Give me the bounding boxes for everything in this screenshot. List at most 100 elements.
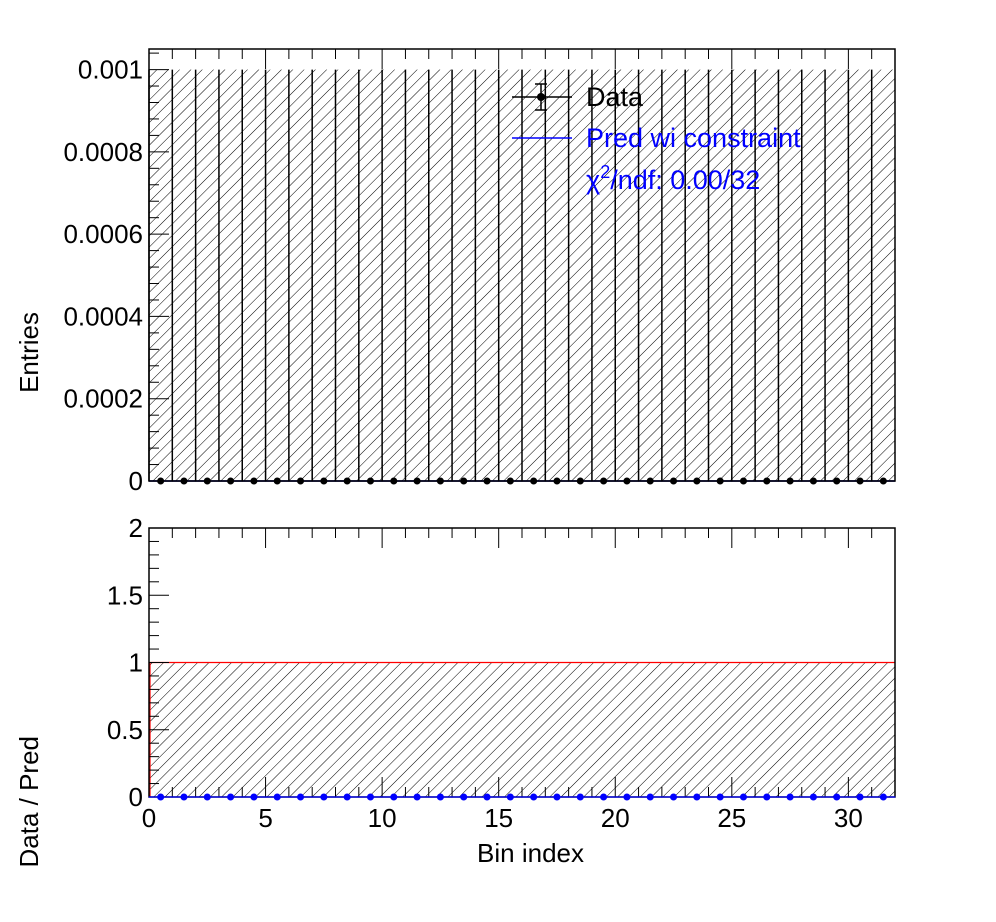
prediction-band-bin [312,69,336,482]
ratio-point [366,793,374,801]
top-tick-labels: 0 0.0002 0.0004 0.0006 0.0008 0.001 [63,55,143,496]
top-axis-ticks [148,49,896,482]
ratio-point [157,793,165,801]
data-point [227,477,235,485]
ratio-point [716,793,724,801]
data-point [460,477,468,485]
chi2-superscript: 2 [600,162,610,182]
ratio-point [250,793,258,801]
ratio-point [390,793,398,801]
prediction-band-bin [149,69,173,482]
x-tick-label: 15 [484,803,513,833]
ratio-point [809,793,817,801]
prediction-band-bin [475,69,499,482]
prediction-band-bin [871,69,895,482]
bottom-y-axis-title: Data / Pred [14,736,44,868]
data-point [670,477,678,485]
prediction-band-bin [405,69,429,482]
ratio-point [646,793,654,801]
x-tick-label: 25 [717,803,746,833]
prediction-band-bin [242,69,266,482]
prediction-band-bin [848,69,872,482]
prediction-band-bin [452,69,476,482]
ratio-point [227,793,235,801]
ratio-point [343,793,351,801]
data-point [786,477,794,485]
x-tick-label: 10 [368,803,397,833]
prediction-band-bin [731,69,756,482]
data-point [856,477,864,485]
prediction-band-bin [755,69,779,482]
data-point [297,477,305,485]
data-point [180,477,188,485]
legend-chi2-text: χ2/ndf: 0.00/32 [586,162,760,195]
data-point [716,477,724,485]
prediction-band-bin [615,69,639,482]
data-points [148,477,896,485]
data-point [203,477,211,485]
ratio-uncertainty-band [149,662,895,797]
prediction-band-bin [568,69,592,482]
prediction-band-bin [172,69,196,482]
prediction-band-bin [708,69,732,482]
prediction-band-bin [591,69,616,482]
ratio-point [600,793,608,801]
top-y-tick-label: 0.0006 [63,219,143,249]
top-y-tick-label: 0.0004 [63,301,143,331]
prediction-band-bin [335,69,359,482]
prediction-band-bin [522,69,546,482]
data-point [693,477,701,485]
ratio-point [879,793,887,801]
prediction-band-bin [265,69,289,482]
top-y-tick-label: 0.0002 [63,384,143,414]
prediction-band-bin [545,69,569,482]
data-point [809,477,817,485]
data-point [530,477,538,485]
bottom-panel: 00.511.520 5 10 15 20 25 30 Data / Pred Bin in… [14,513,896,868]
top-y-tick-label: 0.0008 [63,137,143,167]
ratio-point [763,793,771,801]
prediction-band-bin [801,69,826,482]
prediction-band-bin [498,69,522,482]
bottom-y-tick-label: 0 [129,782,143,812]
ratio-point [297,793,305,801]
data-point [436,477,444,485]
x-tick-label: 20 [601,803,630,833]
ratio-point [576,793,584,801]
ratio-point [273,793,281,801]
prediction-band-bin [778,69,802,482]
ratio-point [203,793,211,801]
data-point [343,477,351,485]
top-y-tick-label: 0.001 [78,55,143,85]
data-point [273,477,281,485]
ratio-point [413,793,421,801]
ratio-point [483,793,491,801]
prediction-band-bin [661,69,686,482]
data-point [833,477,841,485]
bottom-y-tick-label: 1.5 [107,580,143,610]
ratio-point [460,793,468,801]
ratio-point [530,793,538,801]
prediction-band-bin [825,69,849,482]
bottom-y-tick-label: 1 [129,648,143,678]
legend-entry-data: Data [512,82,644,112]
data-point [390,477,398,485]
data-point [157,477,165,485]
legend: Data Pred wi constraint χ2/ndf: 0.00/32 [512,82,801,195]
x-axis-title: Bin index [477,838,584,868]
ratio-point [693,793,701,801]
legend-label-data: Data [586,82,644,112]
legend-label-pred: Pred wi constraint [586,123,801,153]
data-point [413,477,421,485]
prediction-band-bin [382,69,406,482]
ratio-point [506,793,514,801]
x-tick-label: 0 [142,803,156,833]
data-point [600,477,608,485]
bottom-y-tick-label: 0.5 [107,715,143,745]
x-tick-label: 5 [258,803,272,833]
ratio-point [553,793,561,801]
ratio-point [623,793,631,801]
ratio-point [670,793,678,801]
prediction-band-bin [685,69,709,482]
prediction-band-bin [428,69,453,482]
